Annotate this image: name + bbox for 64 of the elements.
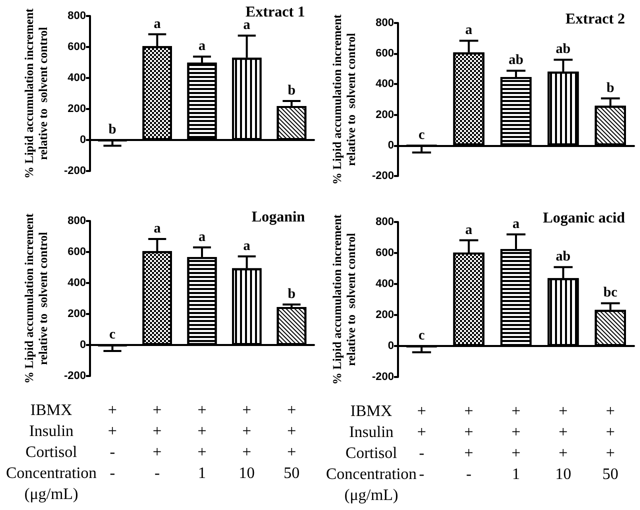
y-tick-label: 600	[68, 41, 86, 53]
text: IBMX Insulin Cortisol Concentration (μg/mL)	[6, 402, 97, 503]
y-tick-label: 400	[376, 78, 394, 90]
text: IBMX Insulin Cortisol Concentration (μg/mL)	[326, 403, 417, 504]
data-label: c	[418, 328, 425, 344]
x-tick-label: + + + 10	[555, 403, 572, 483]
data-label: ab	[508, 53, 524, 68]
x-tick-label: + + - -	[108, 402, 117, 482]
y-tick-label: 800	[376, 17, 394, 29]
chart-title: Loganic acid	[542, 210, 626, 226]
y-tick-label: 200	[68, 103, 86, 115]
data-label: a	[243, 18, 250, 34]
y-axis-title: % Lipid accumulation increment relative to solvent control	[330, 214, 358, 385]
y-tick-label: 800	[376, 216, 394, 228]
data-label: a	[465, 222, 472, 238]
y-tick-label: 0	[80, 134, 86, 146]
y-tick-label: 600	[376, 247, 394, 259]
y-tick-label: 400	[376, 278, 394, 290]
data-label: ab	[556, 42, 571, 58]
data-label: ab	[556, 250, 571, 265]
x-tick-label: + + + 50	[602, 403, 618, 483]
data-label: a	[154, 221, 161, 236]
y-tick-label: 800	[68, 215, 86, 227]
data-label: a	[243, 238, 250, 254]
x-tick-label: + + - -	[417, 403, 426, 483]
data-label: bc	[603, 286, 618, 301]
data-label: a	[154, 16, 161, 32]
data-label: c	[109, 328, 116, 342]
y-tick-label: 400	[68, 72, 86, 84]
y-tick-label: 0	[80, 339, 86, 351]
y-axis-title: % Lipid accumulation increment relative to solvent control	[22, 213, 50, 384]
y-tick-label: 600	[68, 246, 86, 258]
x-tick-label: + + + 10	[238, 402, 255, 482]
y-tick-label: 0	[388, 139, 394, 152]
y-tick-label: 200	[68, 308, 86, 320]
y-tick-label: 0	[388, 340, 394, 352]
chart-title: Extract 2	[565, 12, 625, 28]
y-tick-label: 200	[376, 108, 394, 121]
y-tick-label: 800	[68, 10, 86, 22]
data-label: b	[108, 122, 116, 138]
y-tick-label: 400	[68, 277, 86, 289]
y-tick-label: -200	[372, 170, 394, 182]
y-tick-label: -200	[372, 371, 394, 383]
x-tick-label: + + + 1	[197, 402, 207, 482]
data-label: a	[512, 216, 520, 232]
x-tick-label: + + + -	[152, 402, 162, 482]
data-label: a	[198, 230, 206, 245]
x-tick-label: + + + -	[464, 403, 474, 483]
y-axis-title: % Lipid accumulation increment relative to solvent control	[330, 14, 358, 185]
data-label: c	[418, 128, 425, 143]
data-label: b	[606, 80, 614, 96]
data-label: b	[288, 287, 296, 302]
y-tick-label: 600	[376, 48, 394, 60]
y-tick-label: -200	[64, 370, 86, 382]
x-tick-label: + + + 50	[284, 402, 300, 482]
data-label: a	[465, 23, 472, 38]
y-axis-title: % Lipid accumulation increment relative to solvent control	[22, 8, 50, 179]
y-tick-label: -200	[64, 165, 86, 177]
chart-title: Loganin	[252, 210, 306, 226]
data-label: a	[198, 39, 206, 54]
chart-title: Extract 1	[245, 4, 305, 20]
y-tick-label: 200	[376, 309, 394, 321]
data-label: b	[288, 83, 296, 98]
x-tick-label: + + + 1	[511, 403, 521, 483]
